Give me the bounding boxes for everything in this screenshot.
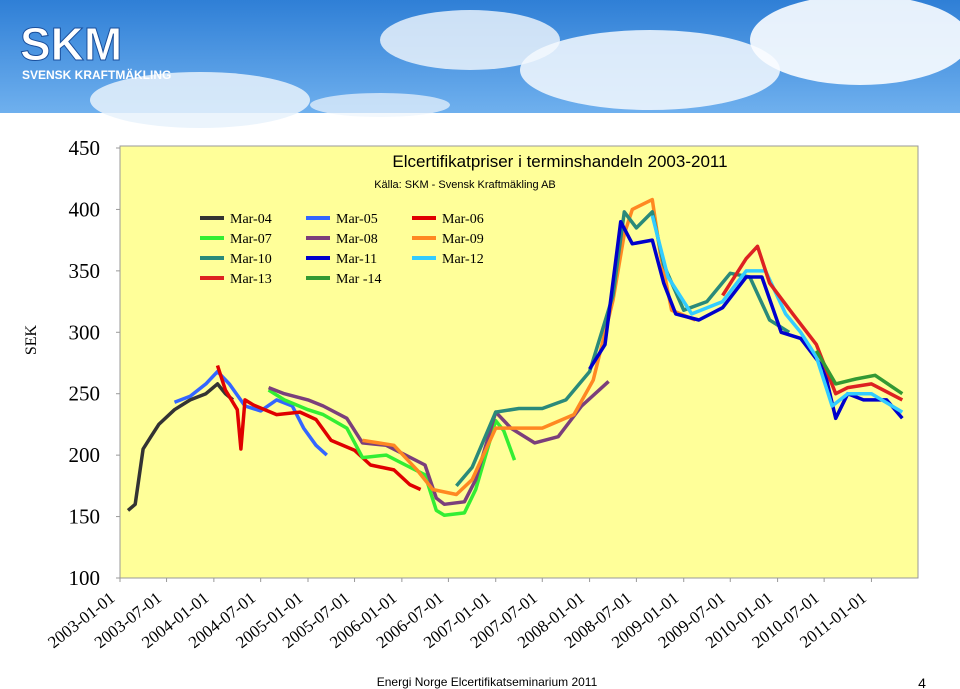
legend-label: Mar-07: [230, 232, 272, 247]
series-line: [173, 369, 328, 457]
y-tick-label: 150: [69, 505, 101, 529]
series-line: [650, 215, 904, 414]
y-tick-label: 450: [69, 136, 101, 160]
logo: SKM: [20, 18, 122, 70]
y-tick-label: 250: [69, 382, 101, 406]
y-tick-label: 350: [69, 259, 101, 283]
legend-label: Mar-09: [442, 232, 484, 247]
chart-title: Elcertifikatpriser i terminshandeln 2003…: [392, 152, 727, 171]
legend-label: Mar-06: [442, 212, 484, 227]
series-line: [267, 380, 610, 507]
series-line: [215, 364, 422, 492]
y-axis-label: SEK: [23, 324, 40, 355]
legend-label: Mar-04: [230, 212, 272, 227]
legend-label: Mar-13: [230, 272, 272, 287]
logo-tagline: SVENSK KRAFTMÄKLING: [22, 67, 171, 82]
legend-label: Mar-12: [442, 252, 484, 267]
legend-label: Mar-05: [336, 212, 378, 227]
y-tick-label: 300: [69, 320, 101, 344]
y-tick-label: 100: [69, 566, 101, 590]
footer: Energi Norge Elcertifikatseminarium 2011: [377, 675, 598, 689]
y-tick-label: 400: [69, 197, 101, 221]
legend-label: Mar-10: [230, 252, 272, 267]
legend-label: Mar-11: [336, 252, 377, 267]
plot-area: [119, 145, 919, 579]
banner: SKM SVENSK KRAFTMÄKLING: [0, 0, 960, 128]
series-line: [126, 382, 235, 512]
series-line: [455, 210, 791, 488]
page-number: 4: [918, 675, 926, 689]
series-line: [814, 349, 904, 396]
chart-subtitle: Källa: SKM - Svensk Kraftmäkling AB: [374, 179, 556, 191]
y-tick-label: 200: [69, 443, 101, 467]
series-line: [721, 244, 904, 402]
legend-label: Mar-08: [336, 232, 378, 247]
legend-label: Mar -14: [336, 272, 382, 287]
